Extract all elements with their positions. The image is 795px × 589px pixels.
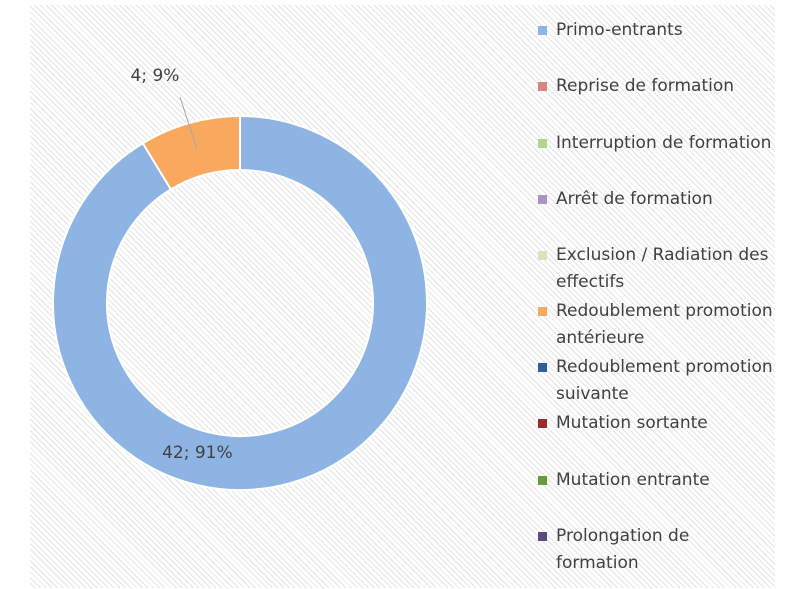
data-label: 42; 91% (162, 443, 233, 463)
legend-swatch (538, 251, 547, 260)
legend-label: Mutation entrante (556, 470, 710, 490)
leader-line (179, 96, 198, 150)
legend-item: Exclusion / Radiation des effectifs (538, 242, 774, 296)
legend-swatch (538, 476, 547, 485)
legend-label: Redoublement promotion antérieure (556, 301, 773, 348)
legend-label: Interruption de formation (556, 133, 772, 153)
legend-swatch (538, 195, 547, 204)
legend-label: Redoublement promotion suivante (556, 357, 773, 404)
legend-item: Interruption de formation (538, 130, 774, 157)
legend-label: Arrêt de formation (556, 189, 713, 209)
legend-label: Prolongation de formation (556, 526, 690, 573)
legend-swatch (538, 26, 547, 35)
donut-slice (141, 114, 241, 191)
legend-swatch (538, 139, 547, 148)
legend-swatch (538, 363, 547, 372)
legend-item: Prolongation de formation (538, 523, 774, 577)
legend-swatch (538, 82, 547, 91)
donut-slice (52, 114, 429, 491)
legend-item: Mutation sortante (538, 410, 774, 437)
legend-swatch (538, 307, 547, 316)
legend-item: Reprise de formation (538, 73, 774, 100)
legend-swatch (538, 532, 547, 541)
legend-item: Arrêt de formation (538, 186, 774, 213)
legend-label: Primo-entrants (556, 20, 683, 40)
legend-label: Mutation sortante (556, 413, 708, 433)
legend-item: Redoublement promotion suivante (538, 354, 774, 408)
legend-swatch (538, 419, 547, 428)
legend-item: Primo-entrants (538, 17, 774, 44)
legend-label: Exclusion / Radiation des effectifs (556, 245, 769, 292)
data-label: 4; 9% (131, 66, 180, 86)
legend-item: Redoublement promotion antérieure (538, 298, 774, 352)
legend-label: Reprise de formation (556, 76, 735, 96)
legend-item: Mutation entrante (538, 467, 774, 494)
